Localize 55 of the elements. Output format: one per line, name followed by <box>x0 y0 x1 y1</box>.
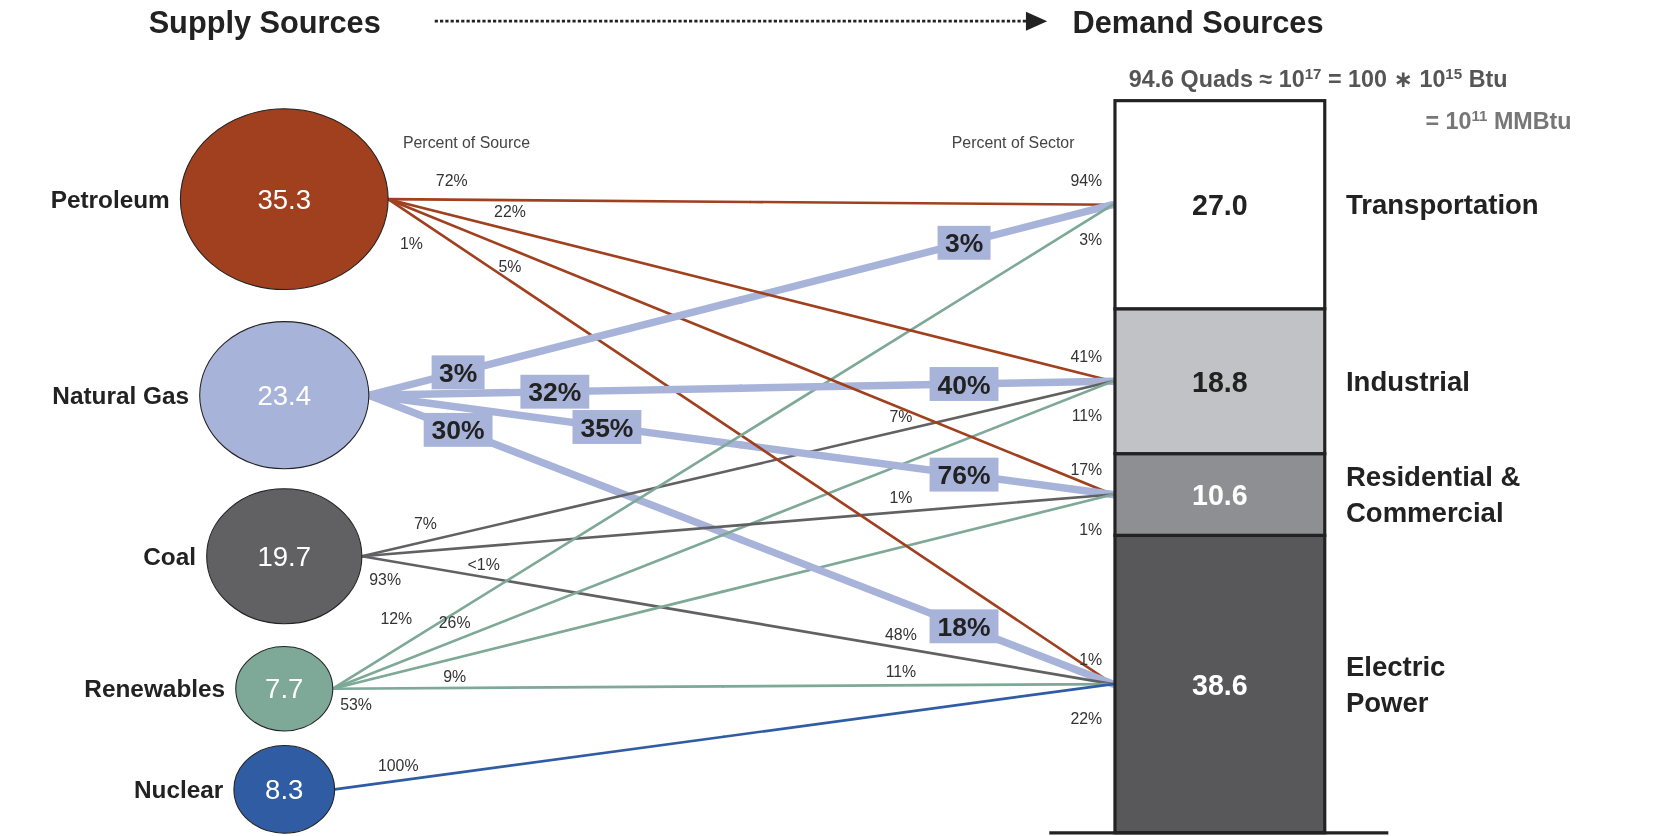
text: Supply Sources <box>148 4 381 40</box>
data-label: 72% <box>435 172 468 190</box>
data-label: 3% <box>1079 230 1103 248</box>
data-label: 1% <box>1079 520 1103 538</box>
series-label: Residential & Commercial <box>1345 461 1521 529</box>
data-label: 3% <box>438 357 478 388</box>
data-label: 30% <box>431 415 485 446</box>
data-label: 12% <box>380 610 413 628</box>
data-label: 7.7 <box>265 673 304 705</box>
data-label: 27.0 <box>1192 189 1248 222</box>
category-label: Renewables <box>84 675 226 703</box>
data-label: 26% <box>438 613 471 631</box>
category-label: Natural Gas <box>52 381 190 409</box>
data-label: 1% <box>1079 651 1103 668</box>
data-label: 1% <box>889 489 913 507</box>
data-label: 53% <box>340 695 372 713</box>
text: Percent of Source <box>402 134 531 152</box>
data-label: 76% <box>937 460 991 491</box>
data-label: 22% <box>494 203 526 221</box>
data-label: 5% <box>498 258 522 276</box>
chart-title: Demand Sources <box>1072 4 1324 40</box>
data-label: 94% <box>1070 171 1103 189</box>
data-label: <1% <box>467 555 500 573</box>
data-label: 19.7 <box>257 540 312 572</box>
category-label: Nuclear <box>133 775 224 803</box>
data-label: 35% <box>580 412 634 443</box>
data-label: 41% <box>1070 348 1103 366</box>
data-label: 100% <box>377 757 419 775</box>
data-label: 22% <box>1070 710 1103 728</box>
data-label: 3% <box>944 228 984 259</box>
category-label: Coal <box>143 542 197 570</box>
series-label: Transportation <box>1345 189 1539 221</box>
text: = 10$^{11}$ MMBtu <box>1425 106 1572 135</box>
data-label: 18.8 <box>1192 365 1248 398</box>
text: Percent of Sector <box>951 134 1076 152</box>
data-label: 18% <box>937 611 991 642</box>
text: 94.6 Quads ≈ 10$^{17}$ = 100 ∗ 10$^{15}$ Btu <box>1128 64 1508 92</box>
data-label: 23.4 <box>257 379 312 411</box>
data-label: 32% <box>528 377 582 408</box>
data-label: 38.6 <box>1192 668 1248 701</box>
series-label: Electric Power <box>1345 650 1446 718</box>
data-label: 93% <box>369 570 402 588</box>
category-label: Petroleum <box>50 185 170 213</box>
data-label: 9% <box>443 667 467 685</box>
data-label: 35.3 <box>257 183 312 215</box>
data-label: 17% <box>1070 461 1103 479</box>
data-label: 40% <box>937 369 991 400</box>
data-label: 7% <box>413 514 437 532</box>
data-label: 11% <box>1071 407 1103 425</box>
data-label: 8.3 <box>265 773 304 805</box>
data-label: 10.6 <box>1192 479 1248 512</box>
data-label: 48% <box>885 625 917 643</box>
data-label: 11% <box>885 662 917 680</box>
series-label: Industrial <box>1345 365 1470 397</box>
data-label: 1% <box>399 234 423 252</box>
